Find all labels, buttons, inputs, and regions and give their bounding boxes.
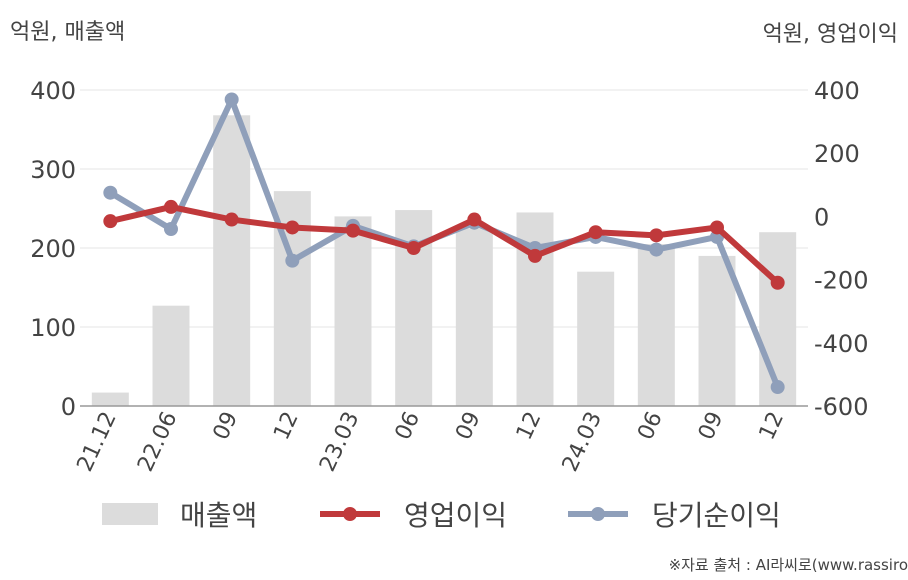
point-net-income <box>770 380 785 395</box>
point-operating-profit <box>406 241 421 255</box>
legend-item-net-income: 당기순이익 <box>566 492 781 536</box>
point-operating-profit <box>649 228 664 243</box>
legend-label-operating-profit: 영업이익 <box>404 499 508 532</box>
right-axis-ticks: 400 200 0 -200 -400 -600 <box>814 77 868 421</box>
right-tick-label: 200 <box>814 140 860 168</box>
legend-swatch-net-income <box>568 507 628 521</box>
right-tick-label: -200 <box>814 267 868 295</box>
point-operating-profit <box>467 212 482 227</box>
point-operating-profit <box>710 220 724 235</box>
x-tick-label: 21.12 <box>72 408 121 476</box>
x-tick-label: 09 <box>209 408 243 444</box>
point-operating-profit <box>103 214 118 229</box>
x-axis-ticks: 21.12 22.06 09 12 23.03 06 09 12 24.03 06 09 12 <box>72 408 789 476</box>
source-note: ※자료 출처 : AI라씨로(www.rassiro <box>668 556 908 574</box>
left-tick-label: 200 <box>30 235 76 263</box>
bar-revenue <box>759 232 797 406</box>
legend-item-revenue: 매출액 <box>102 492 257 536</box>
line-operating-profit <box>107 203 781 286</box>
point-operating-profit <box>346 223 360 238</box>
left-tick-label: 0 <box>61 393 76 421</box>
right-axis-unit-label: 억원, 영업이익 <box>762 22 898 47</box>
point-operating-profit <box>285 220 300 235</box>
point-net-income <box>103 185 118 200</box>
x-tick-label: 23.03 <box>315 408 364 476</box>
bar-revenue <box>698 255 736 406</box>
bar-revenue <box>334 216 372 406</box>
x-tick-label: 12 <box>755 408 789 444</box>
x-tick-label: 06 <box>391 408 425 444</box>
right-tick-label: 400 <box>814 77 860 105</box>
point-operating-profit <box>528 248 542 263</box>
legend-label-revenue: 매출액 <box>180 499 258 532</box>
point-net-income <box>649 242 664 257</box>
x-tick-label: 22.06 <box>133 408 182 476</box>
x-tick-label: 06 <box>633 408 667 444</box>
bar-revenue <box>152 305 190 406</box>
legend-item-operating-profit: 영업이익 <box>318 492 507 536</box>
bar-revenue <box>637 244 675 406</box>
point-operating-profit <box>770 275 785 290</box>
bar-revenue <box>577 271 615 406</box>
legend-swatch-operating-profit <box>320 507 380 521</box>
bar-revenue <box>455 228 493 406</box>
legend-swatch-revenue <box>102 503 158 525</box>
right-tick-label: -400 <box>814 330 868 358</box>
point-net-income <box>224 92 239 107</box>
point-net-income <box>164 222 178 237</box>
right-tick-label: -600 <box>814 393 868 421</box>
x-tick-label: 09 <box>694 408 728 444</box>
revenue-bars <box>91 115 797 406</box>
point-operating-profit <box>224 212 239 227</box>
left-axis-unit-label: 억원, 매출액 <box>10 20 126 45</box>
x-tick-label: 12 <box>512 408 546 444</box>
right-tick-label: 0 <box>814 203 829 231</box>
point-operating-profit <box>588 225 603 240</box>
point-net-income <box>285 253 300 268</box>
legend-label-net-income: 당기순이익 <box>652 499 781 532</box>
left-axis-ticks: 0 100 200 300 400 <box>30 77 76 421</box>
x-tick-label: 12 <box>269 408 303 444</box>
point-operating-profit <box>164 199 178 214</box>
bar-revenue <box>91 392 129 406</box>
left-tick-label: 100 <box>30 314 76 342</box>
line-series <box>103 92 785 395</box>
legend: 매출액 영업이익 당기순이익 <box>0 492 908 536</box>
left-tick-label: 300 <box>30 156 76 184</box>
bar-revenue <box>213 115 251 406</box>
line-net-income <box>107 96 781 391</box>
x-tick-label: 09 <box>451 408 485 444</box>
left-tick-label: 400 <box>30 77 76 105</box>
x-tick-label: 24.03 <box>558 408 607 476</box>
